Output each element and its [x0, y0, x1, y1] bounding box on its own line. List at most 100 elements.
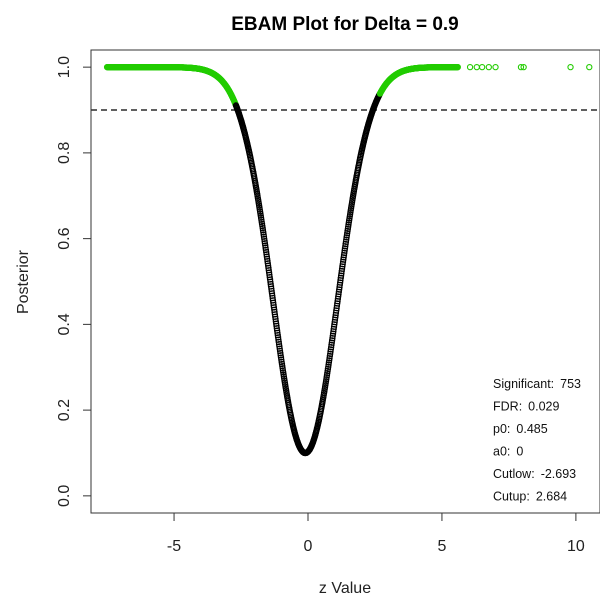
data-point — [473, 64, 480, 71]
stat-label: a0: — [493, 445, 510, 459]
stat-label: Significant: — [493, 377, 554, 391]
stat-label: Cutlow: — [493, 467, 535, 481]
data-point — [340, 256, 347, 263]
x-tick-label: 0 — [304, 538, 313, 555]
data-point — [261, 237, 268, 245]
data-point — [326, 355, 333, 362]
stat-entry: a0: 0 — [493, 445, 523, 459]
data-point — [277, 354, 285, 361]
data-point — [338, 265, 346, 272]
data-point — [330, 328, 337, 335]
data-point — [342, 238, 350, 245]
data-point — [277, 352, 284, 359]
stat-label: FDR: — [493, 400, 522, 414]
y-tick-label: 0.2 — [56, 399, 73, 421]
data-point — [275, 341, 283, 348]
data-point — [567, 64, 574, 71]
data-point — [277, 349, 284, 357]
data-point — [340, 251, 348, 259]
data-point — [275, 336, 282, 343]
data-point — [327, 350, 334, 357]
data-point — [327, 344, 335, 351]
data-point — [492, 64, 499, 71]
data-point — [262, 246, 270, 254]
data-point — [264, 255, 271, 263]
y-tick-label: 0.0 — [56, 485, 73, 507]
data-point — [328, 341, 335, 349]
y-axis-label: Posterior — [15, 249, 32, 314]
data-point — [339, 263, 346, 270]
stat-label: Cutup: — [493, 490, 530, 504]
stat-label: p0: — [493, 422, 510, 436]
stat-value: 0 — [516, 445, 523, 459]
y-tick-label: 0.4 — [56, 313, 73, 335]
x-axis-label: z Value — [319, 580, 371, 597]
stat-entry: Cutlow: -2.693 — [493, 467, 576, 481]
data-point — [274, 334, 282, 341]
data-point — [276, 345, 283, 352]
data-point — [338, 267, 345, 275]
data-point — [274, 329, 281, 337]
data-point — [517, 64, 525, 71]
data-point — [340, 254, 347, 261]
stat-entry: p0: 0.485 — [493, 422, 548, 436]
data-point — [327, 346, 334, 353]
data-point — [341, 247, 348, 254]
data-point — [264, 260, 271, 267]
data-point — [342, 240, 349, 248]
data-point — [328, 339, 335, 346]
data-point — [260, 233, 268, 240]
stat-entry: Cutup: 2.684 — [493, 490, 567, 504]
x-tick-label: 10 — [567, 538, 585, 555]
y-tick-label: 0.6 — [56, 227, 73, 249]
data-point — [263, 248, 270, 256]
data-point — [341, 245, 349, 252]
data-point — [485, 64, 492, 71]
chart-title: EBAM Plot for Delta = 0.9 — [231, 14, 459, 35]
stat-entry: FDR: 0.029 — [493, 400, 560, 414]
stat-entry: Significant: 753 — [493, 377, 581, 391]
y-tick-label: 1.0 — [56, 56, 73, 78]
data-point — [329, 332, 336, 340]
stat-value: 0.029 — [528, 400, 559, 414]
data-point — [263, 251, 270, 258]
data-point — [342, 243, 349, 250]
plot-frame — [90, 49, 600, 514]
stat-value: 753 — [560, 377, 581, 391]
data-point — [264, 262, 272, 269]
data-point — [478, 64, 486, 71]
data-point — [328, 337, 336, 344]
y-tick-label: 0.8 — [56, 142, 73, 164]
data-point — [273, 327, 281, 334]
data-point — [520, 64, 527, 71]
data-point — [586, 64, 593, 71]
data-point — [341, 249, 348, 257]
data-point — [276, 343, 283, 350]
data-point — [262, 242, 269, 249]
data-point — [262, 244, 269, 251]
stat-value: 0.485 — [516, 422, 547, 436]
data-point — [327, 348, 334, 355]
data-point — [264, 258, 271, 265]
stat-value: -2.693 — [541, 467, 576, 481]
data-point — [263, 253, 270, 260]
data-point — [273, 325, 280, 332]
data-point — [329, 335, 336, 342]
data-point — [275, 338, 282, 346]
axes: -5 0 5 10 0.0 0.2 0.4 0.6 0.8 1.0 — [56, 56, 585, 555]
data-point — [329, 330, 337, 337]
data-point — [338, 270, 345, 277]
data-point — [276, 347, 284, 355]
stats-legend: Significant: 753 FDR: 0.029 p0: 0.485 a0: 0 Cutl… — [493, 377, 581, 504]
data-point — [339, 258, 347, 266]
data-point — [454, 64, 461, 71]
stat-value: 2.684 — [536, 490, 567, 504]
data-points — [103, 64, 593, 457]
data-point — [326, 352, 333, 360]
data-point — [274, 331, 281, 339]
data-point — [466, 64, 474, 71]
data-point — [261, 240, 269, 247]
x-tick-label: 5 — [437, 538, 446, 555]
x-tick-label: -5 — [167, 538, 181, 555]
